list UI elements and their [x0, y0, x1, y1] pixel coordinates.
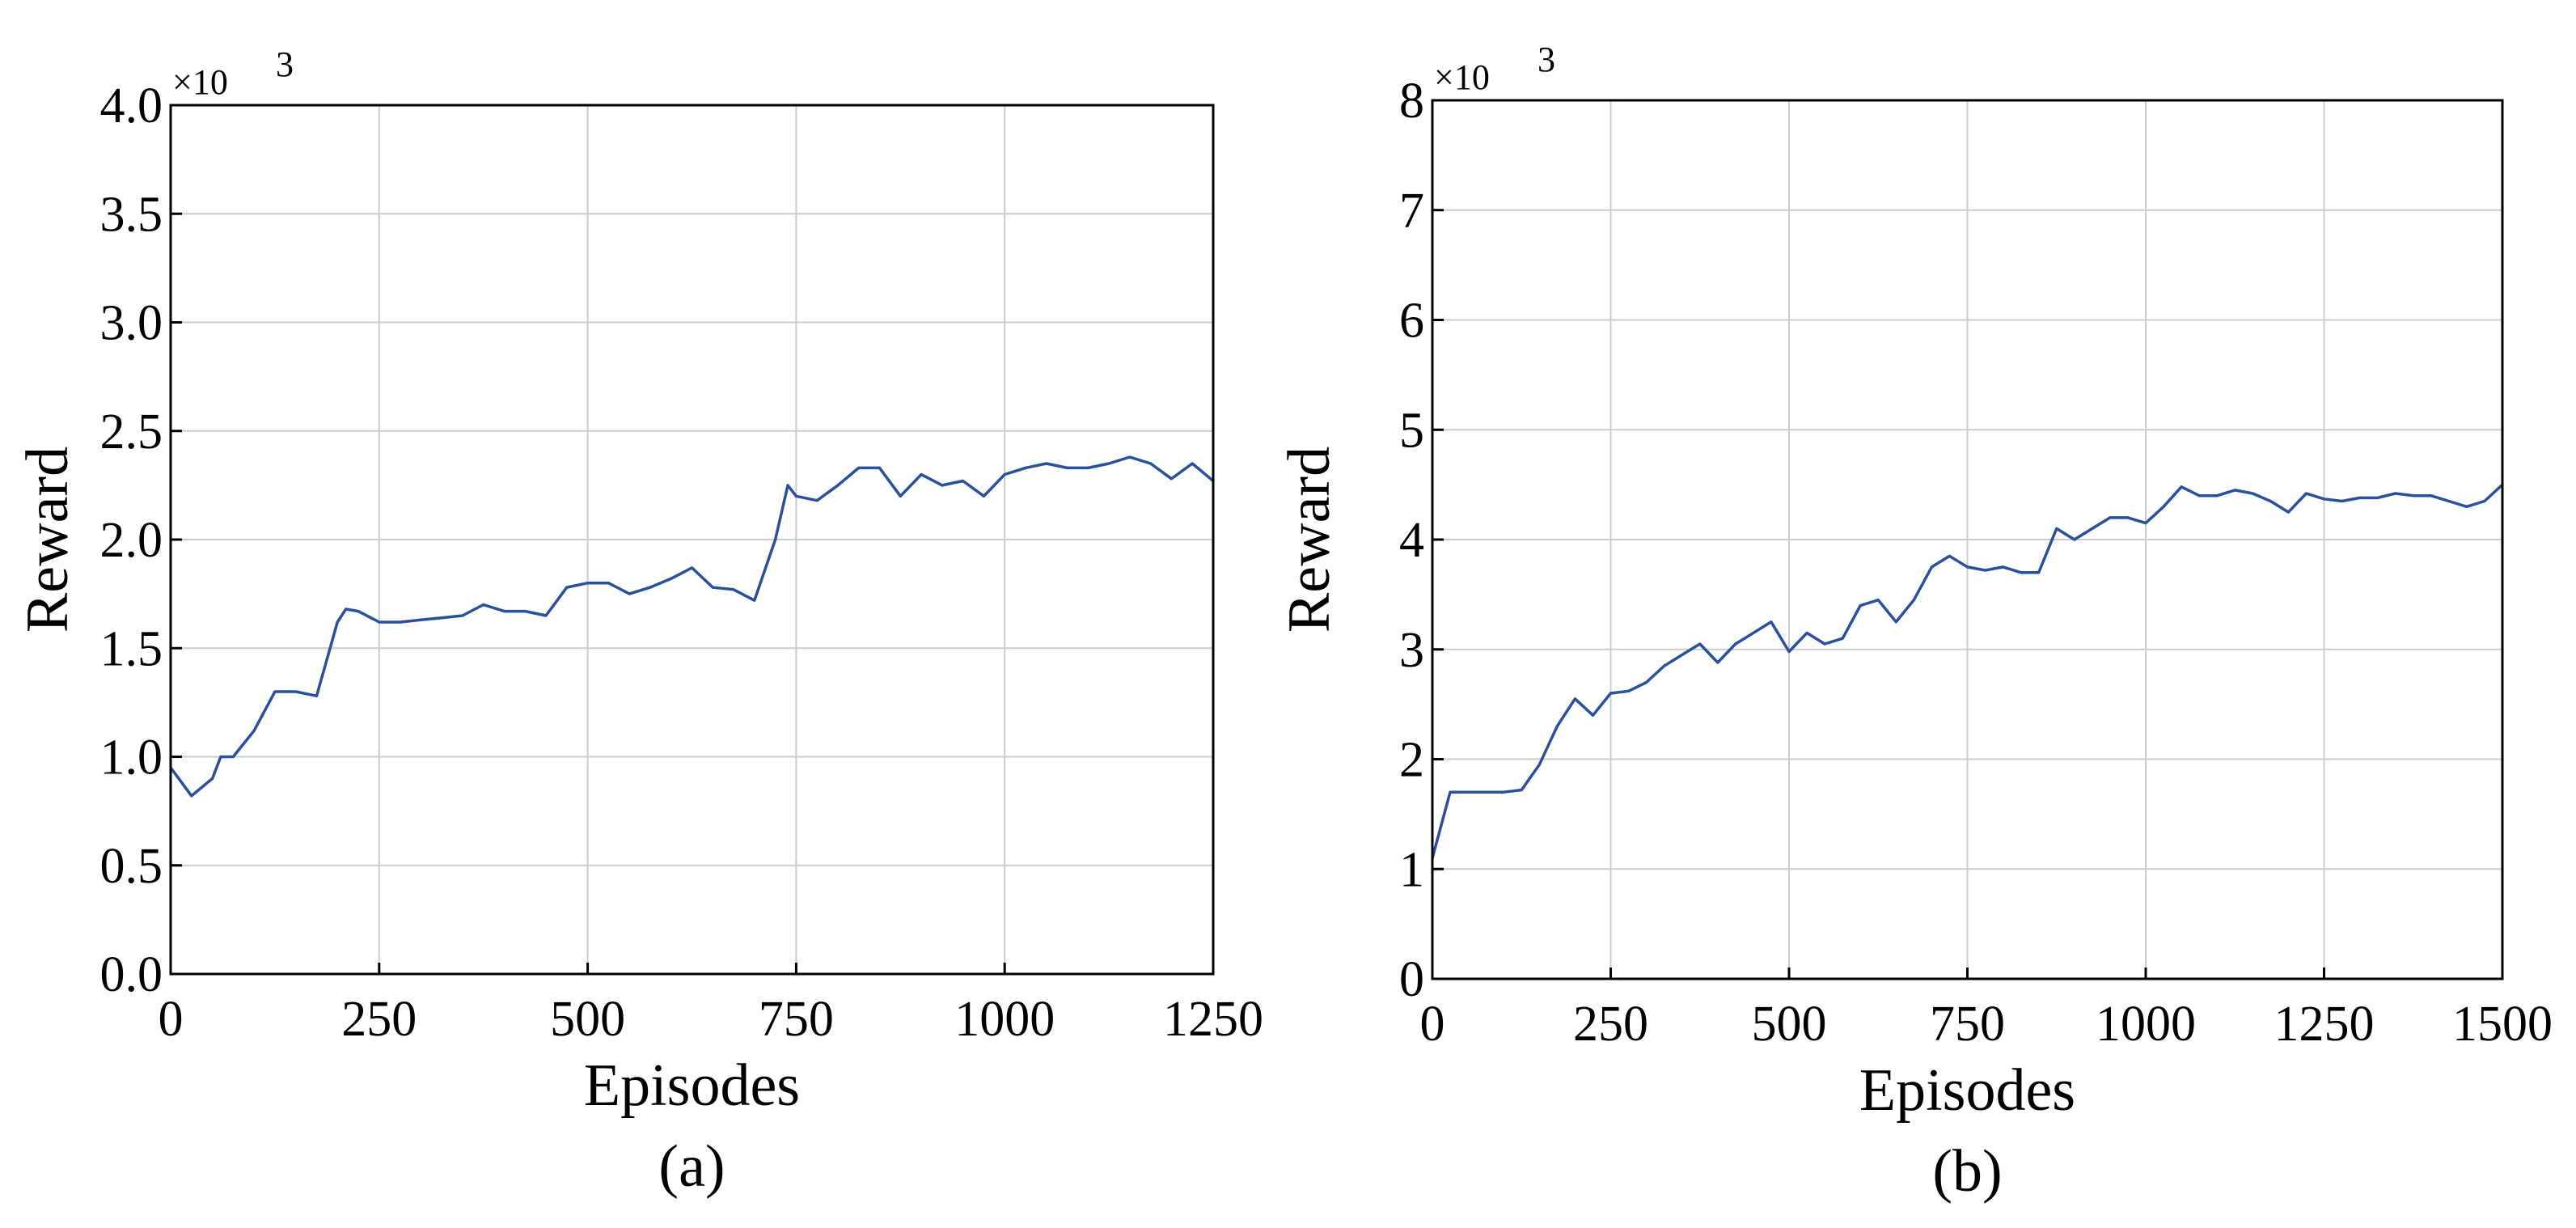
x-tick-label: 750 — [759, 992, 834, 1047]
x-axis-label: Episodes — [1859, 1057, 2075, 1124]
x-tick-label: 500 — [550, 992, 625, 1047]
x-tick-label: 1000 — [2096, 997, 2196, 1052]
y-tick-label: 7 — [1399, 184, 1424, 239]
x-tick-label: 1000 — [954, 992, 1055, 1047]
y-axis-label: Reward — [1276, 447, 1343, 633]
y-tick-label: 1 — [1399, 842, 1424, 897]
x-tick-label: 250 — [1573, 997, 1648, 1052]
x-axis-label: Episodes — [584, 1052, 800, 1119]
y-tick-label: 2 — [1399, 733, 1424, 788]
x-tick-label: 750 — [1930, 997, 2005, 1052]
plot-frame — [169, 104, 1215, 976]
y-tick-label: 0.0 — [100, 947, 163, 1002]
x-tick-label: 1250 — [2274, 997, 2375, 1052]
y-tick-label: 0 — [1399, 952, 1424, 1007]
y-tick-label: 6 — [1399, 294, 1424, 349]
x-tick-label: 1500 — [2452, 997, 2553, 1052]
y-tick-label: 0.5 — [100, 839, 163, 894]
plot-frame — [1431, 99, 2504, 980]
y-multiplier: ×10 — [172, 62, 228, 102]
y-axis-label: Reward — [15, 447, 81, 633]
y-tick-label: 2.5 — [100, 404, 163, 459]
caption: (a) — [658, 1133, 725, 1200]
y-tick-label: 1.5 — [100, 621, 163, 676]
y-tick-label: 8 — [1399, 74, 1424, 129]
x-tick-label: 500 — [1752, 997, 1827, 1052]
data-line — [169, 455, 1215, 798]
x-tick-label: 250 — [341, 992, 417, 1047]
x-tick-label: 0 — [1420, 997, 1445, 1052]
y-tick-label: 1.0 — [100, 730, 163, 785]
y-multiplier-exponent: 3 — [276, 44, 294, 84]
x-tick-label: 1250 — [1163, 992, 1263, 1047]
y-tick-label: 3.0 — [100, 296, 163, 351]
x-tick-label: 0 — [159, 992, 184, 1047]
y-tick-label: 2.0 — [100, 513, 163, 568]
y-tick-label: 5 — [1399, 403, 1424, 458]
y-tick-label: 4.0 — [100, 78, 163, 133]
y-multiplier-exponent: 3 — [1538, 40, 1555, 79]
y-tick-label: 3.5 — [100, 187, 163, 242]
caption: (b) — [1932, 1138, 2002, 1205]
data-line — [1431, 483, 2504, 859]
y-multiplier: ×10 — [1434, 57, 1490, 97]
y-tick-label: 3 — [1399, 623, 1424, 678]
y-tick-label: 4 — [1399, 513, 1424, 568]
